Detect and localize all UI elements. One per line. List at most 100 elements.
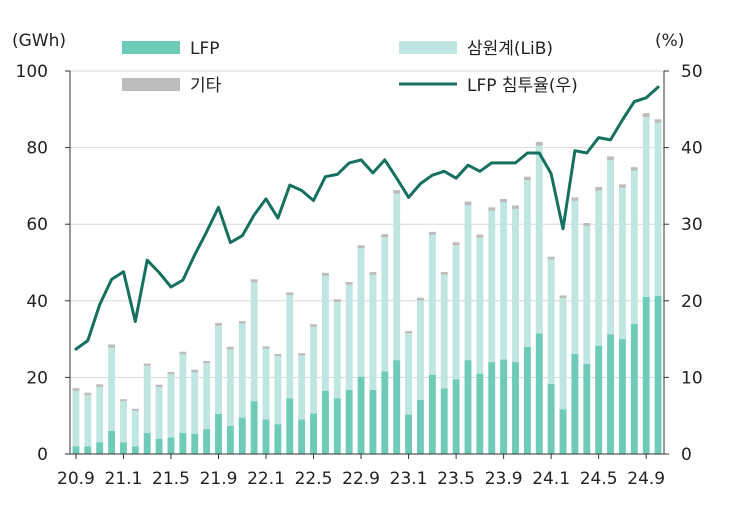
bar-lib-24-10	[654, 122, 662, 296]
bar-lfp-21-9	[215, 413, 222, 454]
legend-swatch-other	[122, 78, 180, 91]
bar-lib-23-11	[523, 180, 531, 347]
bar-lib-23-5	[452, 245, 460, 380]
bar-lib-24-4	[583, 226, 591, 364]
bar-lib-20-11	[96, 386, 104, 443]
bar-lfp-23-3	[428, 374, 436, 454]
bar-other-24-9	[642, 113, 650, 117]
y-left-tick-0: 0	[37, 445, 48, 465]
bar-lfp-21-8	[203, 429, 211, 454]
bar-lfp-22-3	[286, 398, 294, 454]
bar-other-21-7	[191, 369, 199, 373]
lfp-penetration-line	[74, 85, 660, 351]
bar-lfp-22-10	[369, 390, 377, 454]
y-left-tick-80: 80	[26, 139, 48, 159]
bar-lib-22-1	[262, 348, 270, 420]
x-tick-23-1: 23.1	[390, 469, 428, 489]
y-left-tick-20: 20	[26, 368, 48, 388]
bar-lib-23-2	[417, 300, 424, 400]
bar-lib-22-12	[393, 193, 401, 361]
bar-lfp-22-2	[274, 424, 282, 454]
bar-other-22-7	[333, 299, 341, 302]
bar-other-22-2	[274, 354, 282, 357]
bar-lfp-24-8	[630, 323, 638, 454]
bar-other-22-6	[321, 272, 329, 276]
bar-lfp-24-4	[583, 363, 591, 454]
bar-lib-23-4	[440, 274, 448, 389]
x-tick-22-1: 22.1	[247, 469, 285, 489]
bar-lfp-24-5	[595, 345, 603, 454]
bar-lfp-22-8	[345, 390, 353, 454]
bar-lib-24-6	[607, 160, 614, 335]
bar-lib-24-1	[547, 259, 555, 384]
bar-lfp-23-8	[488, 362, 496, 454]
bar-other-24-6	[607, 156, 614, 161]
bar-lfp-21-4	[155, 438, 163, 454]
bar-lfp-22-5	[310, 413, 317, 454]
bar-other-22-4	[298, 353, 306, 356]
bar-lfp-23-11	[523, 346, 531, 454]
bar-other-23-5	[452, 242, 460, 246]
bar-other-21-12	[250, 279, 258, 283]
bar-lib-20-10	[84, 395, 92, 447]
bar-other-23-3	[428, 231, 436, 235]
bar-lfp-22-4	[298, 419, 306, 454]
bar-other-21-4	[155, 384, 163, 387]
bar-lib-23-7	[476, 237, 484, 374]
bar-lfp-23-4	[440, 388, 448, 454]
bar-other-24-1	[547, 256, 555, 260]
bar-lib-23-3	[428, 234, 436, 375]
bar-lib-20-12	[108, 347, 116, 432]
legend-label-line: LFP 침투율(우)	[467, 76, 578, 96]
bar-other-24-10	[654, 119, 662, 123]
bar-other-20-10	[84, 392, 92, 396]
x-tick-22-9: 22.9	[342, 469, 380, 489]
legend-label-other: 기타	[190, 76, 222, 96]
bar-lfp-24-10	[654, 295, 662, 454]
bar-lib-21-5	[167, 374, 175, 438]
bar-lfp-21-3	[143, 432, 151, 454]
y-axis-left-label: (GWh)	[12, 31, 66, 51]
bar-other-23-10	[512, 205, 519, 209]
x-tick-24-1: 24.1	[532, 469, 570, 489]
bar-lib-22-9	[357, 248, 365, 377]
bar-other-22-9	[357, 245, 365, 249]
bar-lfp-22-6	[321, 390, 329, 454]
bar-lib-22-11	[381, 237, 389, 372]
y-axis-left-ticks: 0 20 40 60 80 100	[16, 62, 70, 465]
y-left-tick-100: 100	[16, 62, 48, 82]
bar-lib-24-2	[559, 298, 567, 410]
bar-other-20-12	[108, 344, 116, 348]
bar-lib-21-6	[179, 354, 187, 433]
y-right-tick-20: 20	[681, 292, 703, 312]
bar-other-23-12	[535, 141, 543, 146]
bar-lib-22-10	[369, 275, 377, 391]
bar-lfp-23-9	[500, 359, 508, 454]
y-axis-right-ticks: 0 10 20 30 40 50	[664, 62, 703, 465]
bar-lib-21-7	[191, 372, 199, 434]
bar-lib-24-5	[595, 190, 603, 346]
bar-lfp-22-12	[393, 360, 401, 454]
bar-lib-23-6	[464, 205, 472, 361]
bar-lfp-22-11	[381, 371, 389, 454]
bar-other-23-1	[405, 331, 413, 334]
bar-lib-21-8	[203, 363, 211, 430]
legend-label-lib: 삼원계(LiB)	[467, 39, 553, 59]
bar-lfp-23-10	[512, 362, 519, 454]
bar-lib-24-7	[618, 187, 626, 340]
bar-lfp-21-7	[191, 433, 199, 454]
x-tick-21-5: 21.5	[152, 469, 190, 489]
bar-lib-20-9	[72, 390, 80, 447]
bar-other-22-8	[345, 282, 353, 285]
bar-other-24-2	[559, 295, 567, 299]
bar-lfp-24-7	[618, 339, 626, 454]
bar-other-22-12	[393, 190, 401, 194]
bar-lfp-23-6	[464, 360, 472, 454]
bar-other-20-9	[72, 388, 80, 391]
bar-lfp-21-6	[179, 432, 187, 454]
bar-lib-21-9	[215, 325, 222, 414]
x-tick-24-9: 24.9	[627, 469, 665, 489]
x-axis-ticks: 20.9 21.1 21.5 21.9 22.1 22.5 22.9 23.1 23.5 23.9…	[57, 454, 665, 489]
bar-lib-22-3	[286, 295, 294, 399]
bar-lfp-24-1	[547, 383, 555, 454]
